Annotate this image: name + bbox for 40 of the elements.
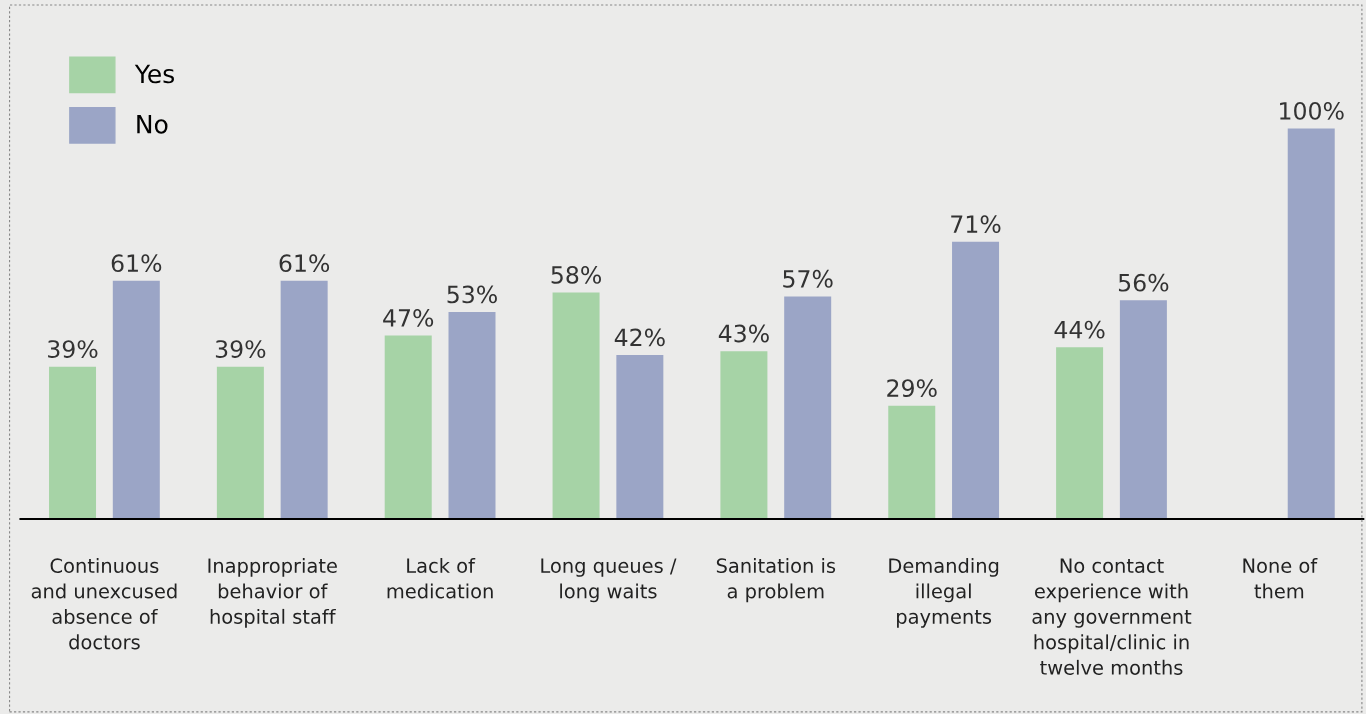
- legend-label: Yes: [134, 64, 174, 84]
- data-label: 56%: [1118, 273, 1169, 292]
- bar: [1056, 347, 1104, 520]
- bar: [616, 355, 664, 520]
- data-label: 44%: [1054, 320, 1105, 339]
- x-tick-label: Continuous and unexcused absence of doctors: [31, 557, 177, 650]
- x-tick-label: Demanding illegal payments: [889, 557, 999, 628]
- data-label: 53%: [447, 285, 497, 304]
- bar: [784, 296, 832, 520]
- bar: [1287, 128, 1335, 520]
- data-label: 58%: [551, 265, 601, 284]
- data-label: 47%: [383, 308, 434, 327]
- data-label: 43%: [718, 324, 769, 343]
- bar: [112, 280, 160, 520]
- data-label: 61%: [279, 254, 330, 273]
- x-tick-label: No contact experience with any government hospital/clinic in twelve months: [1032, 558, 1192, 675]
- bar: [720, 351, 768, 520]
- bar: [280, 280, 328, 520]
- bar: [448, 312, 496, 520]
- data-label: 42%: [614, 328, 665, 347]
- bar: [49, 366, 97, 520]
- data-label: 61%: [111, 254, 162, 273]
- data-label: 39%: [215, 340, 266, 359]
- x-tick-label: Sanitation is a problem: [716, 557, 836, 603]
- data-label: 100%: [1280, 101, 1344, 120]
- data-label: 29%: [887, 379, 937, 398]
- data-label: 71%: [951, 215, 1001, 234]
- bar: [1119, 300, 1167, 520]
- legend-label: No: [137, 115, 168, 134]
- x-tick-label: Long queues / long waits: [541, 558, 677, 603]
- x-tick-label: Inappropriate behavior of hospital staff: [208, 557, 337, 628]
- x-tick-label: Lack of medication: [387, 557, 493, 599]
- bar: [952, 241, 1000, 520]
- bar: [216, 366, 264, 520]
- data-label: 39%: [48, 340, 98, 359]
- bar: [552, 292, 600, 520]
- data-label: 57%: [783, 269, 833, 288]
- bar: [384, 335, 432, 520]
- x-tick-label: None of them: [1243, 557, 1318, 599]
- bar: [888, 405, 936, 520]
